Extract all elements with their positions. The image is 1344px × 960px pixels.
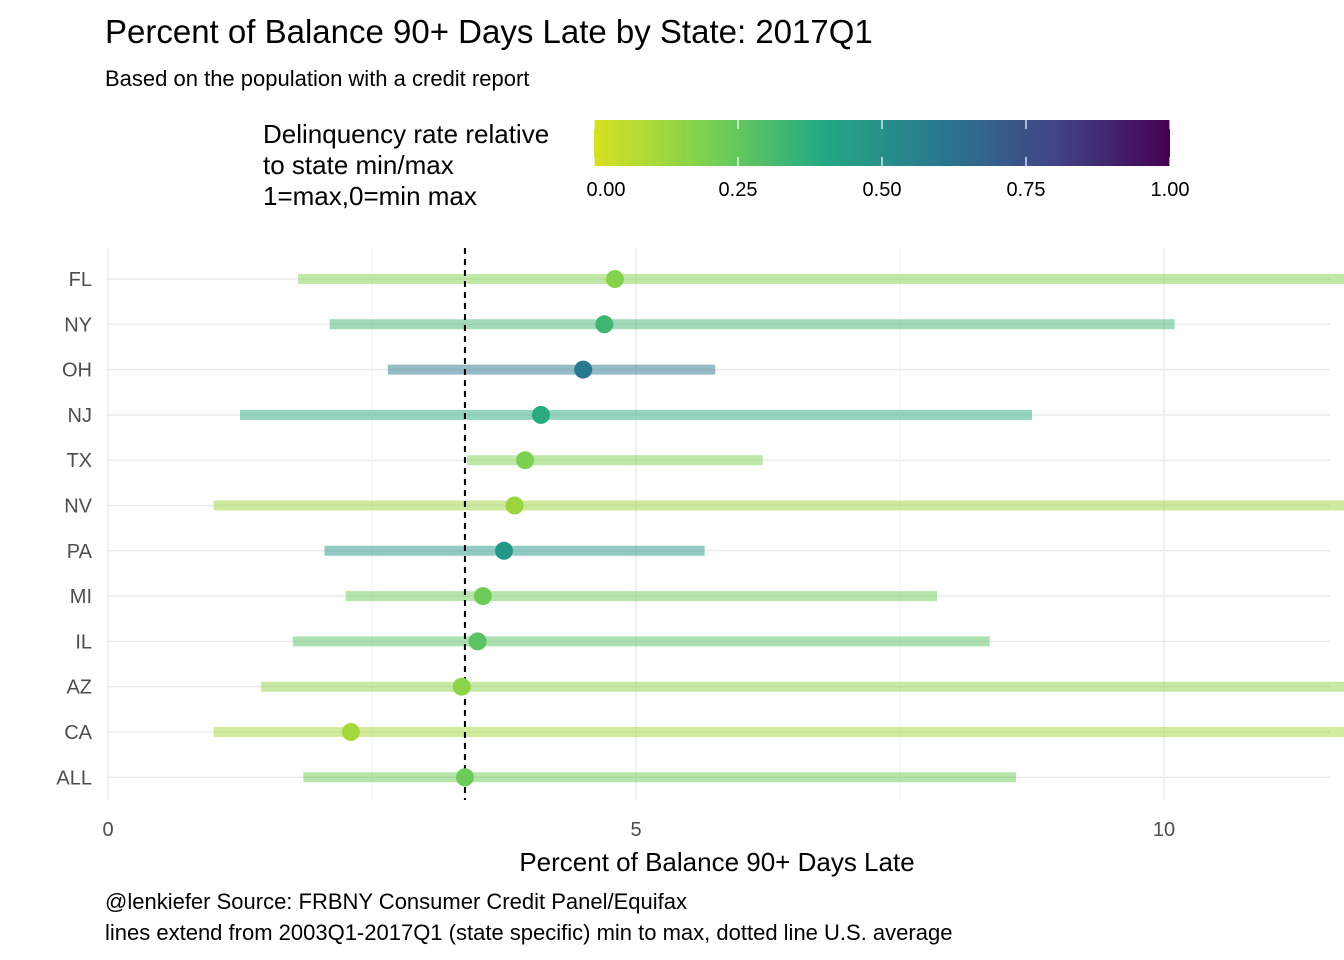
x-axis-title: Percent of Balance 90+ Days Late — [519, 847, 914, 877]
y-tick-label: ALL — [56, 767, 92, 789]
current-dot-oh — [574, 360, 593, 379]
current-dot-nv — [505, 496, 524, 515]
current-dot-il — [468, 632, 487, 651]
y-tick-label: NJ — [68, 405, 92, 427]
y-tick-label: NV — [64, 496, 92, 518]
legend-title-line-3: 1=max,0=min max — [263, 181, 477, 211]
legend-tick-label: 0.00 — [587, 179, 626, 201]
current-dot-nj — [531, 405, 550, 424]
y-tick-label: FL — [69, 269, 92, 291]
legend-title-line-1: Delinquency rate relative — [263, 119, 549, 149]
legend-title-line-2: to state min/max — [263, 150, 454, 180]
current-dot-az — [452, 677, 471, 696]
y-tick-label: CA — [64, 722, 92, 744]
x-tick-label: 10 — [1153, 819, 1175, 841]
current-dot-ny — [595, 315, 614, 334]
current-dot-ca — [341, 723, 360, 741]
x-tick-label: 0 — [102, 819, 113, 841]
current-dot-all — [455, 768, 474, 787]
y-tick-label: AZ — [66, 677, 92, 699]
y-tick-label: NY — [64, 314, 92, 336]
y-tick-label: IL — [75, 631, 92, 653]
current-dot-pa — [495, 541, 513, 560]
current-dot-tx — [516, 451, 535, 470]
color-legend: Delinquency rate relative to state min/m… — [263, 119, 1189, 211]
chart-title: Percent of Balance 90+ Days Late by Stat… — [105, 13, 873, 50]
y-tick-label: OH — [62, 360, 92, 382]
current-dot-fl — [605, 270, 624, 288]
caption-line-2: lines extend from 2003Q1-2017Q1 (state s… — [105, 920, 952, 945]
legend-tick-label: 0.50 — [863, 179, 902, 201]
legend-tick-label: 0.25 — [719, 179, 758, 201]
x-tick-label: 5 — [630, 819, 641, 841]
y-tick-label: PA — [67, 541, 93, 563]
current-dot-mi — [473, 587, 492, 606]
y-tick-label: MI — [70, 586, 92, 608]
caption-line-1: @lenkiefer Source: FRBNY Consumer Credit… — [105, 889, 687, 914]
y-tick-label: TX — [66, 450, 92, 472]
legend-tick-label: 1.00 — [1151, 179, 1190, 201]
legend-tick-label: 0.75 — [1007, 179, 1046, 201]
chart-subtitle: Based on the population with a credit re… — [105, 66, 529, 91]
